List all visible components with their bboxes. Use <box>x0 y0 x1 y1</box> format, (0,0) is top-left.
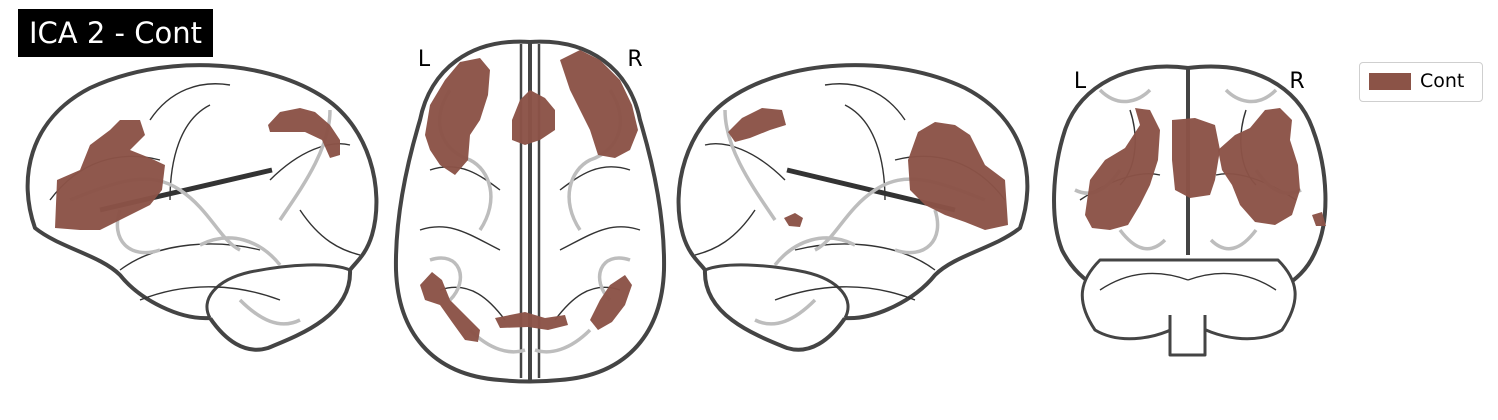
sagittal-left-ghost-lines <box>69 109 332 326</box>
axial-label-left: L <box>418 47 431 72</box>
sagittal-right-activation-frontal <box>908 122 1008 230</box>
axial-sulci <box>419 166 641 321</box>
coronal-activation-center <box>1172 118 1220 198</box>
sagittal-left-activation-frontal <box>55 120 165 230</box>
axial-activation-left-frontal <box>425 58 490 175</box>
sagittal-right-ghost-lines <box>723 109 986 326</box>
coronal-activation-right <box>1218 108 1300 225</box>
axial-activation-right-posterior <box>590 275 632 330</box>
sagittal-right-view <box>676 63 1030 352</box>
axial-label-right: R <box>627 47 642 72</box>
figure-title: ICA 2 - Cont <box>18 9 213 57</box>
coronal-activation-right-edge <box>1312 212 1326 226</box>
sagittal-left-view <box>25 63 379 352</box>
axial-view: L R <box>393 39 667 384</box>
coronal-activation-left <box>1085 108 1160 230</box>
sagittal-right-activation-temporal <box>784 213 803 227</box>
coronal-view: L R <box>1052 64 1328 357</box>
coronal-label-right: R <box>1289 69 1304 94</box>
axial-ghost-lines <box>429 89 631 354</box>
sagittal-right-activation-parietal <box>728 108 786 142</box>
axial-activation-midline <box>512 90 555 145</box>
legend-swatch-cont <box>1369 73 1411 90</box>
coronal-label-left: L <box>1074 69 1087 94</box>
legend: Cont <box>1359 62 1483 102</box>
axial-activation-occipital <box>495 312 568 330</box>
coronal-brainstem <box>1168 315 1207 357</box>
legend-label-cont: Cont <box>1420 70 1465 92</box>
sagittal-left-activation-parietal <box>268 108 340 158</box>
axial-activation-right-frontal <box>560 50 638 158</box>
axial-activation-left-posterior <box>420 272 480 342</box>
